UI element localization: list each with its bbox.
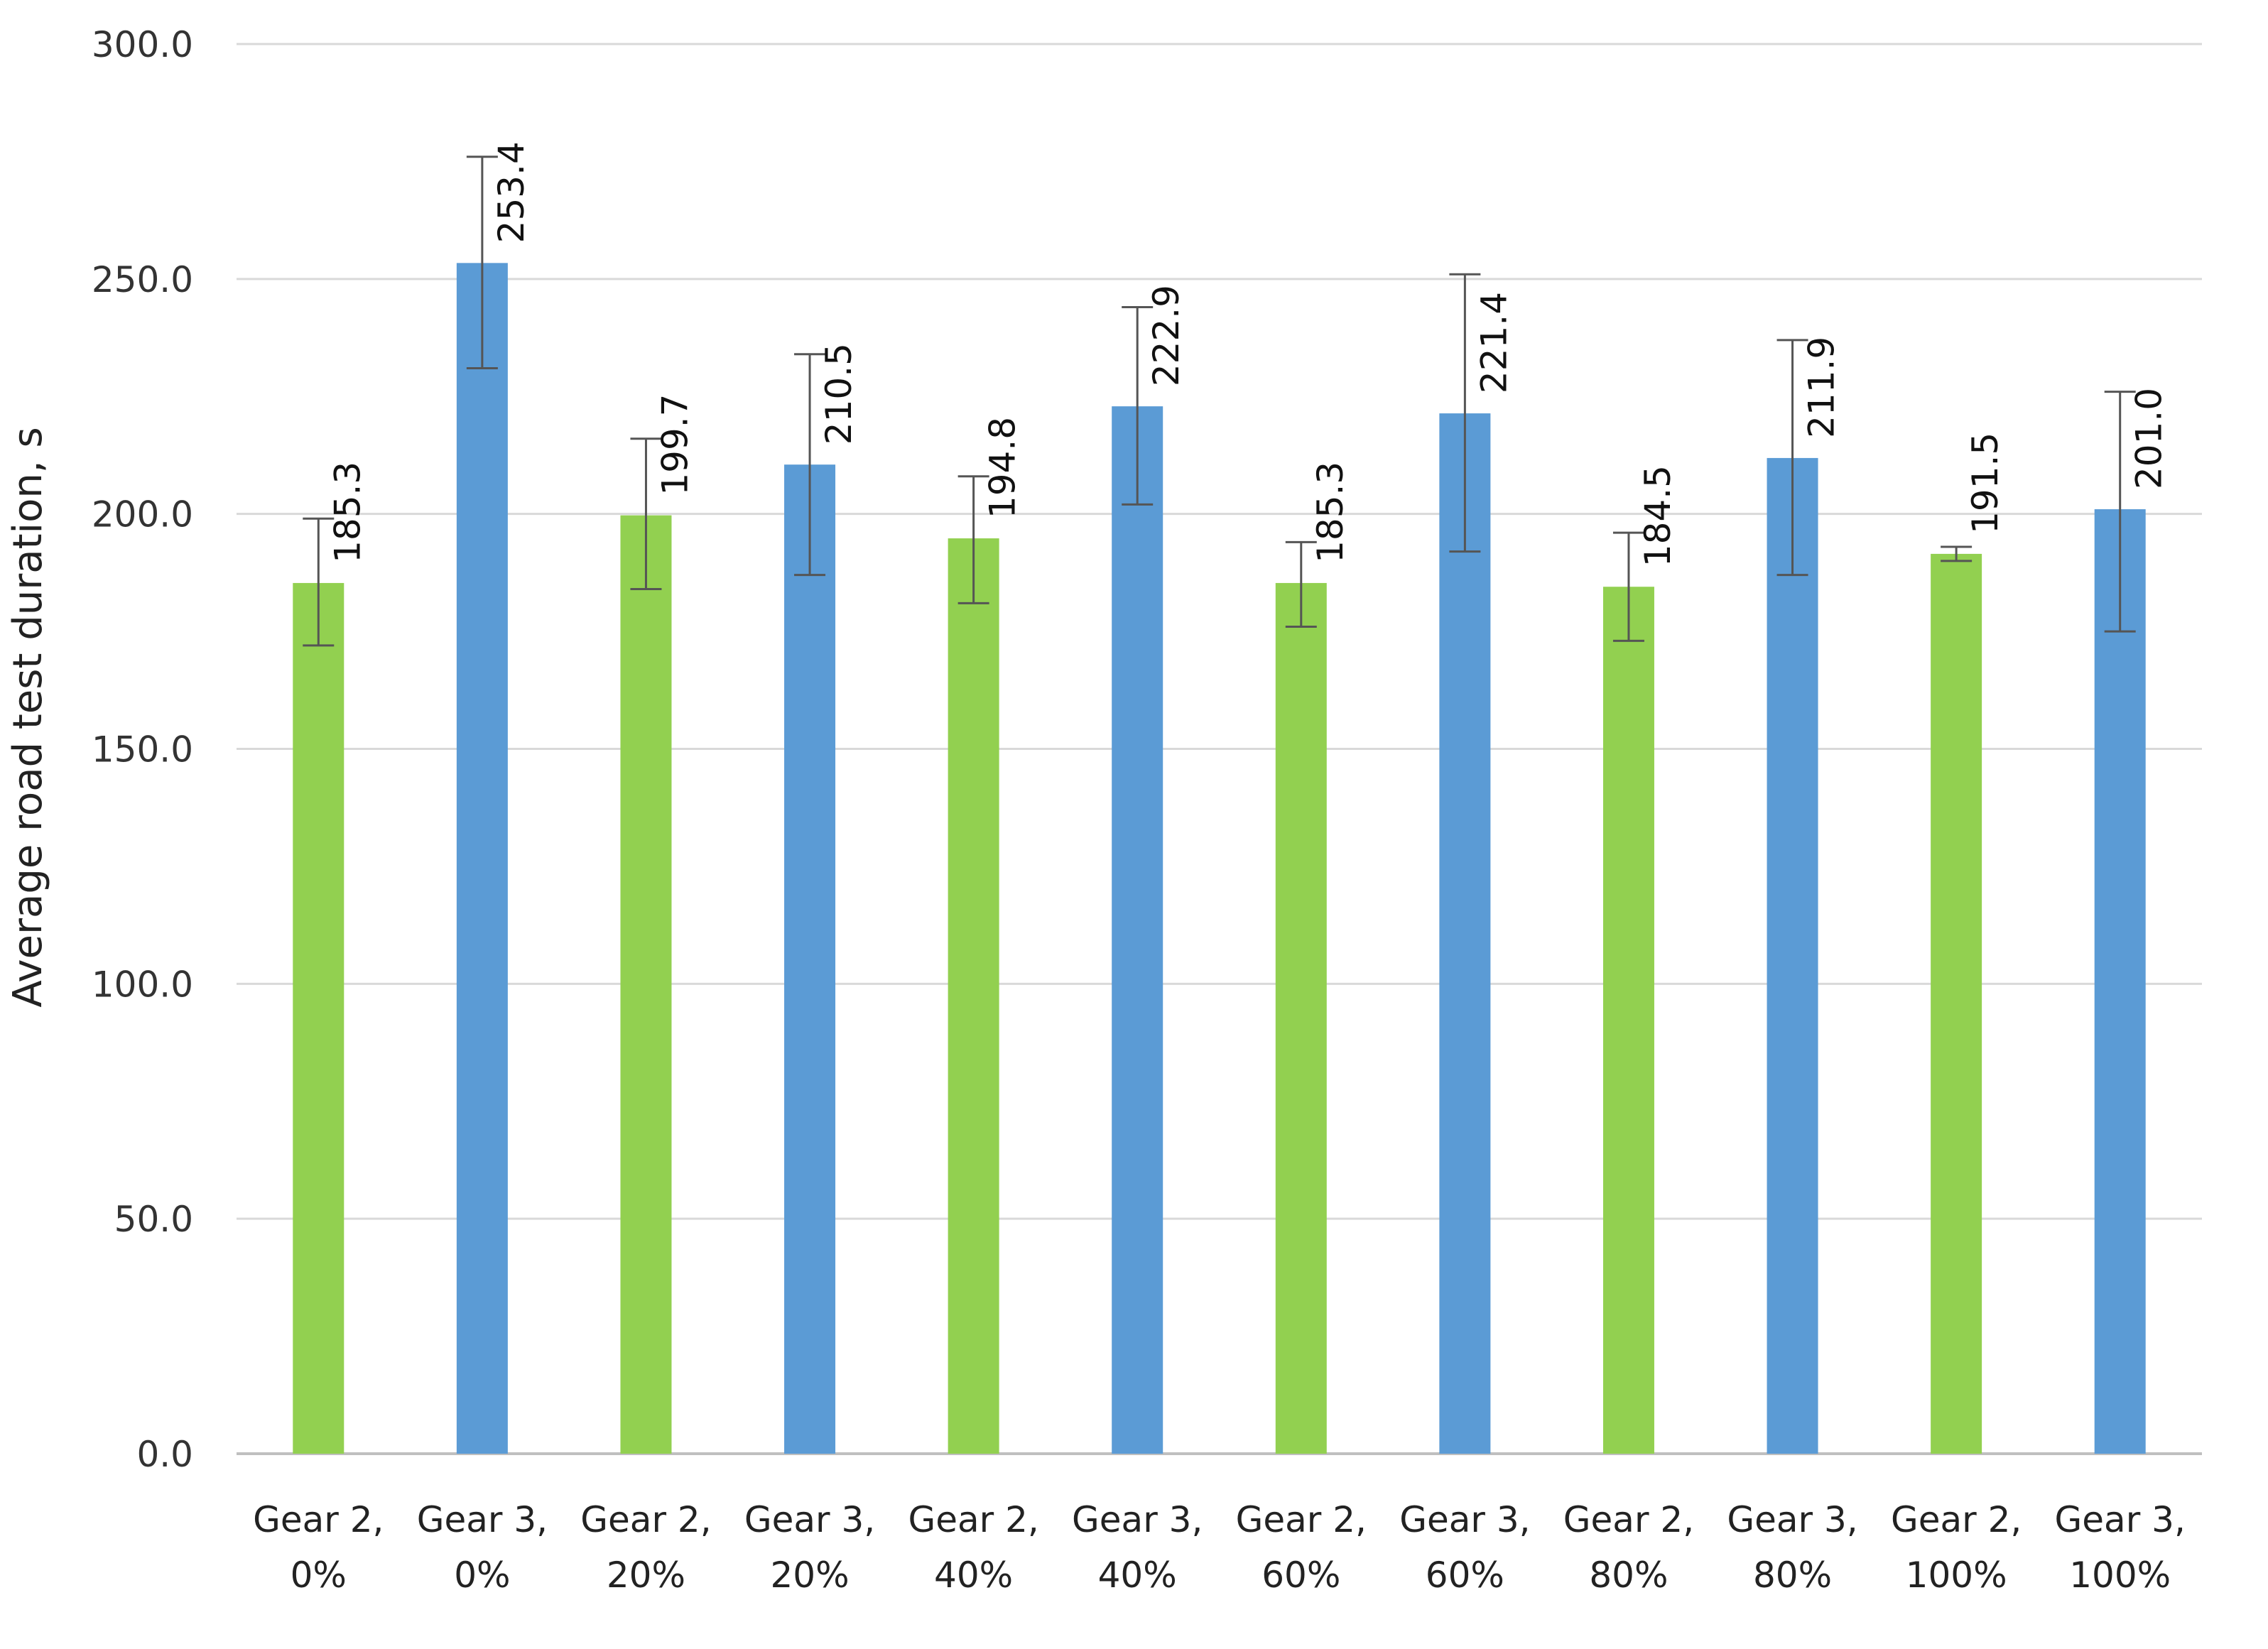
x-category-label-line: 20% (770, 1555, 849, 1596)
x-category-label: Gear 2, 60% (1236, 1499, 1367, 1596)
x-category-label-line: 40% (934, 1555, 1013, 1596)
y-tick-label: 150.0 (92, 729, 193, 771)
bar (948, 538, 999, 1454)
y-tick-label: 0.0 (136, 1434, 193, 1475)
bar (1275, 582, 1327, 1454)
data-label: 185.3 (327, 462, 368, 563)
data-labels: 185.3 253.4 199.7 210.5 194.8 222.9 185.3 221.4… (327, 141, 2169, 567)
x-category-label-line: Gear 2, (908, 1499, 1038, 1540)
x-category-label-line: Gear 2, (1891, 1499, 2022, 1540)
x-category-label-line: Gear 2, (1236, 1499, 1367, 1540)
bar (456, 263, 508, 1454)
x-category-label: Gear 2, 40% (908, 1499, 1038, 1596)
error-bar (303, 517, 335, 647)
x-category-label: Gear 2, 80% (1563, 1499, 1694, 1596)
x-category-label: Gear 3, 40% (1072, 1499, 1203, 1596)
error-bar (1285, 540, 1317, 628)
y-axis-tick-labels: 0.0 50.0 100.0 150.0 200.0 250.0 300.0 (92, 24, 193, 1475)
data-label: 253.4 (491, 141, 532, 243)
y-axis-title: Average road test duration, s (5, 427, 51, 1007)
x-category-label-line: Gear 3, (2055, 1499, 2186, 1540)
x-category-label: Gear 3, 20% (744, 1499, 875, 1596)
data-label: 211.9 (1801, 337, 1843, 438)
x-category-label-line: 0% (291, 1555, 347, 1596)
error-bar (794, 353, 826, 577)
x-category-label-line: Gear 2, (253, 1499, 384, 1540)
x-category-label: Gear 3, 80% (1727, 1499, 1857, 1596)
x-category-label-line: Gear 2, (580, 1499, 711, 1540)
bar (1439, 413, 1491, 1454)
x-category-label-line: 0% (454, 1555, 510, 1596)
x-category-label: Gear 2, 0% (253, 1499, 384, 1596)
error-bar (957, 475, 989, 604)
error-bar (1612, 531, 1644, 642)
x-category-label-line: 60% (1261, 1555, 1340, 1596)
x-category-label-line: 100% (2069, 1555, 2171, 1596)
bar (1931, 553, 1982, 1454)
bar (293, 582, 344, 1454)
x-category-label-line: 100% (1906, 1555, 2007, 1596)
x-category-label: Gear 3, 0% (417, 1499, 548, 1596)
data-label: 221.4 (1473, 292, 1514, 393)
data-label: 184.5 (1637, 465, 1678, 567)
bar (2094, 509, 2146, 1454)
error-bar (1941, 545, 1973, 562)
data-label: 199.7 (654, 394, 695, 496)
data-label: 185.3 (1310, 462, 1351, 563)
x-category-label: Gear 3, 100% (2055, 1499, 2186, 1596)
x-category-label-line: 80% (1753, 1555, 1832, 1596)
error-bar (466, 156, 498, 370)
bar (1112, 406, 1163, 1454)
y-tick-label: 100.0 (92, 964, 193, 1005)
data-label: 210.5 (818, 343, 859, 445)
data-label: 222.9 (1146, 285, 1187, 386)
x-category-label-line: 20% (607, 1555, 685, 1596)
error-bar (1122, 306, 1154, 506)
x-category-label-line: Gear 3, (1727, 1499, 1857, 1540)
x-category-label-line: 40% (1098, 1555, 1177, 1596)
error-bar (1776, 339, 1808, 577)
bar (1767, 457, 1818, 1454)
x-category-label-line: Gear 3, (417, 1499, 548, 1540)
x-category-label: Gear 2, 20% (580, 1499, 711, 1596)
bar (620, 515, 672, 1454)
gridlines (237, 43, 2202, 1455)
y-tick-label: 300.0 (92, 24, 193, 65)
x-axis-category-labels: Gear 2, 0%Gear 3, 0%Gear 2, 20%Gear 3, 20%Ge… (253, 1499, 2186, 1596)
y-tick-label: 250.0 (92, 259, 193, 300)
bar (784, 464, 836, 1454)
x-category-label-line: Gear 3, (1072, 1499, 1203, 1540)
x-category-label-line: Gear 3, (744, 1499, 875, 1540)
x-category-label: Gear 3, 60% (1399, 1499, 1530, 1596)
bars (293, 263, 2146, 1454)
y-tick-label: 200.0 (92, 494, 193, 535)
error-bars (303, 156, 2136, 647)
y-tick-label: 50.0 (114, 1199, 193, 1240)
error-bar (2104, 391, 2136, 633)
data-label: 201.0 (2129, 388, 2170, 489)
data-label: 191.5 (1965, 432, 2006, 534)
x-category-label-line: 80% (1589, 1555, 1668, 1596)
error-bar (1449, 273, 1481, 553)
x-category-label-line: Gear 2, (1563, 1499, 1694, 1540)
data-label: 194.8 (982, 417, 1024, 518)
x-category-label-line: Gear 3, (1399, 1499, 1530, 1540)
x-category-label: Gear 2, 100% (1891, 1499, 2022, 1596)
error-bar (630, 437, 662, 591)
bar (1602, 587, 1654, 1454)
x-category-label-line: 60% (1426, 1555, 1504, 1596)
